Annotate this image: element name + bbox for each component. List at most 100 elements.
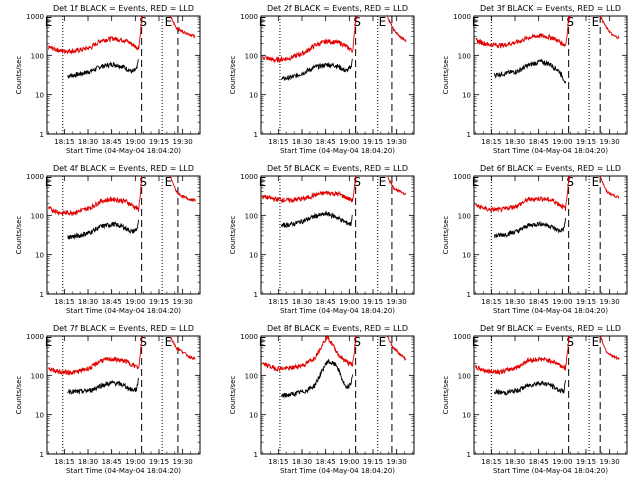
panel-title: Det 6f BLACK = Events, RED = LLD	[480, 164, 621, 173]
x-tick-label: 19:15	[576, 298, 596, 306]
lld-series-line	[475, 335, 571, 376]
eclipse-marker: E	[379, 335, 387, 349]
y-tick-label: 10	[462, 412, 471, 420]
y-tick-label: 1000	[26, 173, 44, 181]
y-tick-label: 1	[467, 451, 471, 459]
lld-series-line	[262, 15, 358, 64]
x-axis-label: Start Time (04-May-04 18:04:20)	[66, 307, 181, 315]
detector-panel-9: Det 9f BLACK = Events, RED = LLD 1 10 100 10…	[442, 324, 628, 475]
x-axis-label: Start Time (04-May-04 18:04:20)	[66, 147, 181, 155]
eclipse-marker: E	[165, 175, 173, 189]
y-tick-label: 1000	[26, 13, 44, 21]
eclipse-marker: E	[592, 175, 600, 189]
y-tick-label: 10	[462, 252, 471, 260]
detector-panel-7: Det 7f BLACK = Events, RED = LLD 1 10 100 10…	[15, 324, 201, 475]
x-tick-label: 18:30	[292, 138, 312, 146]
x-tick-label: 18:30	[505, 298, 525, 306]
x-tick-label: 18:30	[78, 458, 98, 466]
y-axis-label: Counts/sec	[442, 216, 450, 255]
y-tick-label: 100	[245, 372, 258, 380]
x-axis-label: Start Time (04-May-04 18:04:20)	[493, 147, 608, 155]
y-tick-label: 100	[31, 372, 44, 380]
x-tick-label: 19:30	[173, 458, 193, 466]
x-tick-label: 19:15	[363, 298, 383, 306]
lld-series-line-after-gap	[169, 15, 196, 39]
eclipse-marker: E	[259, 15, 267, 29]
detector-panel-8: Det 8f BLACK = Events, RED = LLD 1 10 100 10…	[229, 324, 415, 475]
x-tick-label: 18:45	[102, 458, 122, 466]
panel-title: Det 5f BLACK = Events, RED = LLD	[267, 164, 408, 173]
x-tick-label: 18:30	[78, 298, 98, 306]
x-tick-label: 19:30	[600, 458, 620, 466]
x-tick-label: 18:45	[529, 138, 549, 146]
x-tick-label: 19:30	[387, 138, 407, 146]
saa-marker: S	[566, 15, 574, 29]
x-tick-label: 19:00	[125, 138, 145, 146]
events-series-line	[281, 210, 353, 229]
lld-series-line-after-gap	[386, 14, 407, 43]
eclipse-marker: E	[259, 335, 267, 349]
y-tick-label: 1	[254, 451, 258, 459]
plot-frame	[473, 335, 628, 455]
x-axis-label: Start Time (04-May-04 18:04:20)	[280, 307, 395, 315]
saa-marker: S	[566, 175, 574, 189]
y-tick-label: 10	[35, 412, 44, 420]
lld-series-line-after-gap	[169, 175, 196, 203]
detector-panel-1: Det 1f BLACK = Events, RED = LLD 1 10 100 10…	[15, 4, 201, 155]
lld-series-line	[262, 175, 358, 204]
x-tick-label: 19:15	[149, 458, 169, 466]
x-tick-label: 19:00	[125, 458, 145, 466]
x-tick-label: 19:00	[339, 138, 359, 146]
saa-marker: S	[353, 335, 361, 349]
y-axis-label: Counts/sec	[15, 216, 23, 255]
lld-series-line	[48, 335, 144, 376]
x-tick-label: 18:45	[529, 458, 549, 466]
y-tick-label: 10	[35, 252, 44, 260]
plot-frame	[46, 175, 201, 295]
saa-marker: S	[353, 15, 361, 29]
plot-frame	[473, 175, 628, 295]
lld-series-line	[475, 15, 571, 49]
x-tick-label: 18:15	[268, 458, 288, 466]
detector-panel-5: Det 5f BLACK = Events, RED = LLD 1 10 100 10…	[229, 164, 415, 315]
x-tick-label: 18:45	[316, 458, 336, 466]
events-series-line	[494, 217, 566, 239]
y-tick-label: 1	[467, 131, 471, 139]
x-tick-label: 19:00	[125, 298, 145, 306]
x-tick-label: 18:15	[54, 138, 74, 146]
plot-frame	[473, 15, 628, 135]
events-series-line	[67, 219, 139, 240]
lld-series-line-after-gap	[599, 16, 620, 40]
plot-frame	[260, 15, 415, 135]
y-tick-label: 1	[254, 131, 258, 139]
events-series-line	[494, 380, 566, 397]
x-tick-label: 18:45	[316, 298, 336, 306]
saa-marker: S	[566, 335, 574, 349]
lld-series-line-after-gap	[386, 335, 407, 361]
events-series-line	[281, 358, 353, 399]
x-tick-label: 18:30	[505, 138, 525, 146]
events-series-line	[281, 58, 353, 81]
y-tick-label: 100	[458, 372, 471, 380]
y-tick-label: 100	[245, 52, 258, 60]
y-tick-label: 1	[40, 291, 44, 299]
y-tick-label: 1000	[453, 173, 471, 181]
panel-title: Det 9f BLACK = Events, RED = LLD	[480, 324, 621, 333]
panel-title: Det 3f BLACK = Events, RED = LLD	[480, 4, 621, 13]
panel-title: Det 1f BLACK = Events, RED = LLD	[53, 4, 194, 13]
x-tick-label: 19:15	[149, 138, 169, 146]
x-axis-label: Start Time (04-May-04 18:04:20)	[280, 147, 395, 155]
x-tick-label: 19:00	[339, 458, 359, 466]
lld-series-line-after-gap	[387, 175, 407, 196]
y-tick-label: 100	[31, 52, 44, 60]
x-tick-label: 19:15	[363, 138, 383, 146]
detector-panel-4: Det 4f BLACK = Events, RED = LLD 1 10 100 10…	[15, 164, 201, 315]
eclipse-marker: E	[472, 335, 480, 349]
y-axis-label: Counts/sec	[442, 376, 450, 415]
lld-series-line	[48, 14, 144, 55]
x-tick-label: 18:30	[78, 138, 98, 146]
panel-title: Det 8f BLACK = Events, RED = LLD	[267, 324, 408, 333]
eclipse-marker: E	[472, 15, 480, 29]
detector-panel-3: Det 3f BLACK = Events, RED = LLD 1 10 100 10…	[442, 4, 628, 155]
